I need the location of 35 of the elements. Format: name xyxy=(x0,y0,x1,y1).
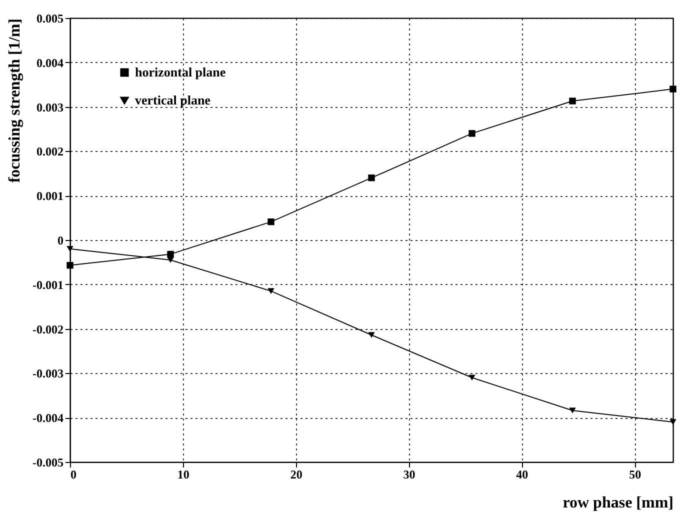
point xyxy=(167,250,174,258)
point xyxy=(167,257,174,263)
point xyxy=(670,86,676,92)
point xyxy=(268,218,274,226)
x-tick-label: 30 xyxy=(403,468,416,482)
y-tick-label: 0.005 xyxy=(36,12,64,26)
y-tick-label: 0.002 xyxy=(36,144,64,159)
y-tick-label: -0.005 xyxy=(32,456,64,470)
point xyxy=(368,174,375,182)
legend-label: horizontal plane xyxy=(135,64,226,80)
x-tick-label: 50 xyxy=(629,468,642,482)
legend-label: vertical plane xyxy=(135,92,211,108)
point xyxy=(268,288,274,294)
point xyxy=(569,98,576,104)
x-tick-label: 0 xyxy=(70,468,76,482)
y-tick-label: 0.003 xyxy=(36,100,64,114)
y-tick-label: -0.003 xyxy=(32,366,64,381)
y-tick-label: 0 xyxy=(58,234,64,248)
y-tick-label: -0.001 xyxy=(32,278,64,292)
y-tick-label: -0.002 xyxy=(32,322,64,336)
y-tick-label: -0.004 xyxy=(32,411,64,426)
point xyxy=(670,419,676,425)
x-tick-label: 20 xyxy=(290,468,302,482)
point xyxy=(468,374,476,381)
y-axis-title: focussing strength [1/m] xyxy=(6,18,24,183)
x-tick-label: 40 xyxy=(516,468,528,482)
point xyxy=(468,130,476,137)
point xyxy=(66,246,74,252)
point xyxy=(569,408,576,414)
x-axis-title: row phase [mm] xyxy=(562,494,674,512)
y-tick-label: 0.004 xyxy=(36,56,64,70)
point xyxy=(66,262,74,269)
point xyxy=(368,332,375,338)
y-tick-label: 0.001 xyxy=(36,189,64,204)
x-tick-label: 10 xyxy=(177,468,190,482)
